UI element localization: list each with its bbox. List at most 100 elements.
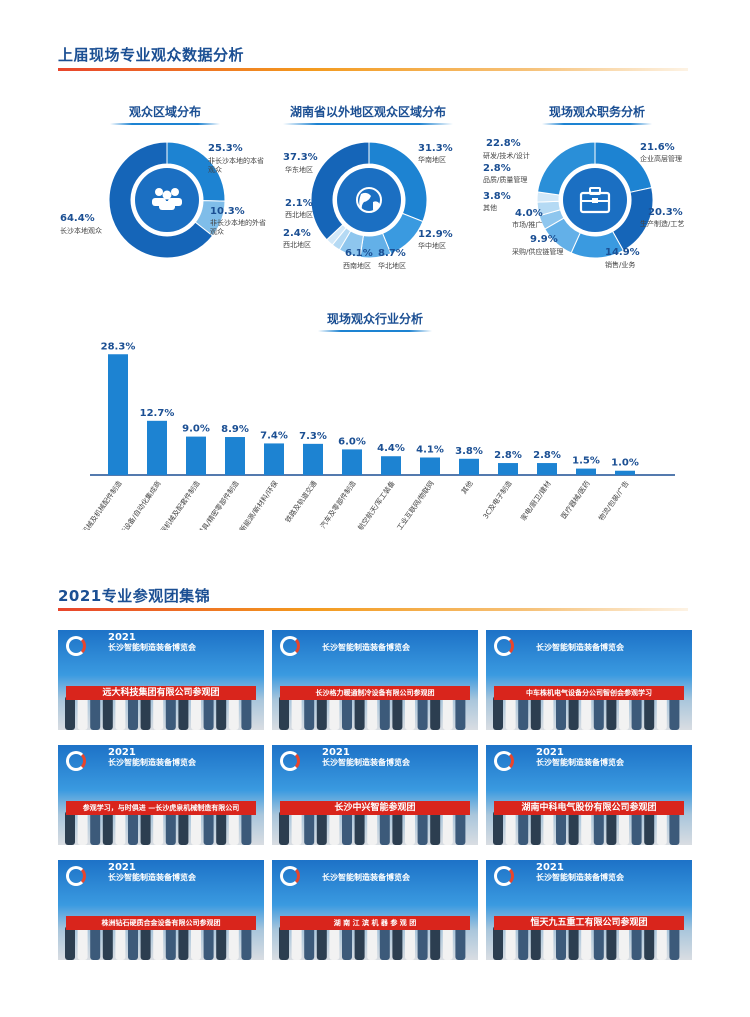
slice-label: 研发/技术/设计 (483, 152, 530, 160)
bar-value-label: 9.0% (182, 424, 210, 435)
bar-category-label: 汽车及零部件制造 (318, 479, 357, 530)
group-banner: 湖 南 江 滨 机 器 参 观 团 (280, 916, 470, 930)
group-photo: 2021 长沙智能制造装备博览会 湖南中科电气股份有限公司参观团 (486, 745, 692, 845)
expo-logo-icon (280, 866, 300, 886)
donut-chart-region (107, 140, 227, 260)
bar-value-label: 6.0% (338, 436, 366, 447)
section-title-groups: 2021专业参观团集锦 (58, 587, 211, 605)
pct-label: 64.4% (60, 213, 95, 224)
slice-label: 非长沙本地的本省观众 (208, 157, 264, 174)
expo-title: 长沙智能制造装备博览会 (108, 758, 196, 767)
bar (147, 420, 167, 475)
group-photo: 长沙智能制造装备博览会湖 南 江 滨 机 器 参 观 团 (272, 860, 478, 960)
bar (342, 449, 362, 475)
bar-value-label: 7.4% (260, 430, 288, 441)
bar-category-label: 铁路及轨道交通 (283, 479, 318, 524)
expo-year: 2021 (108, 747, 136, 758)
slice-label: 西南地区 (343, 262, 371, 270)
expo-title: 长沙智能制造装备博览会 (108, 643, 196, 652)
bar-category-label: 3C及电子制造 (481, 479, 514, 520)
title-divider-groups (58, 608, 688, 611)
pct-label: 20.3% (648, 207, 683, 218)
bar (498, 463, 518, 475)
group-banner: 远大科技集团有限公司参观团 (66, 686, 256, 700)
pct-label: 2.1% (285, 198, 313, 209)
expo-logo-icon (494, 751, 514, 771)
donut-title-region: 观众区域分布 (110, 103, 220, 125)
group-photo: 2021 长沙智能制造装备博览会 株洲钻石硬质合金设备有限公司参观团 (58, 860, 264, 960)
pct-label: 22.8% (486, 138, 521, 149)
pct-label: 4.0% (515, 208, 543, 219)
bar (264, 443, 284, 475)
group-photo: 2021 长沙智能制造装备博览会长沙中兴智能参观团 (272, 745, 478, 845)
donut-title-position: 现场观众职务分析 (542, 103, 652, 125)
slice-label: 采购/供应链管理 (512, 248, 564, 256)
bar (303, 443, 323, 475)
bar-value-label: 12.7% (140, 408, 175, 419)
group-banner: 长沙中兴智能参观团 (280, 801, 470, 815)
bar-value-label: 4.1% (416, 445, 444, 456)
bar-value-label: 8.9% (221, 424, 249, 435)
bar (420, 457, 440, 475)
expo-title: 长沙智能制造装备博览会 (108, 873, 196, 882)
group-banner: 湖南中科电气股份有限公司参观团 (494, 801, 684, 815)
bar-chart-industry: 28.3% 机械及机械配件制造 12.7% 非标设备/自动化集成商 9.0% 工程机械及配… (70, 330, 690, 557)
bar-value-label: 28.3% (101, 341, 136, 352)
bar-category-label: 其他 (459, 479, 474, 496)
bar (615, 470, 635, 475)
group-photo: 长沙智能制造装备博览会 长沙格力暖通制冷设备有限公司参观团 (272, 630, 478, 730)
bar-category-label: 工程机械及配套件制造 (154, 479, 202, 530)
group-banner: 中车株机电气设备分公司智创会参观学习 (494, 686, 684, 700)
pct-label: 25.3% (208, 143, 243, 154)
pct-label: 10.3% (210, 206, 245, 217)
pct-label: 12.9% (418, 229, 453, 240)
slice-label: 销售/业务 (605, 261, 636, 269)
expo-year: 2021 (108, 862, 136, 873)
bar-value-label: 1.0% (611, 458, 639, 469)
slice-label: 西北地区 (285, 211, 313, 219)
bar-chart-title: 现场观众行业分析 (318, 310, 432, 332)
group-photo: 2021 长沙智能制造装备博览会参观学习，与时俱进 —长沙虎泉机械制造有限公司 (58, 745, 264, 845)
title-divider-analysis (58, 68, 688, 71)
donut-title-outside: 湖南省以外地区观众区域分布 (283, 103, 453, 125)
expo-title: 长沙智能制造装备博览会 (536, 758, 624, 767)
pct-label: 14.9% (605, 247, 640, 258)
slice-label: 企业高层管理 (640, 155, 682, 163)
expo-title: 长沙智能制造装备博览会 (322, 643, 410, 652)
globe-icon (356, 187, 382, 213)
bar (537, 463, 557, 475)
slice-label: 生产制造/工艺 (640, 220, 685, 228)
pct-label: 2.8% (483, 163, 511, 174)
slice-label: 华中地区 (418, 242, 446, 250)
bar (576, 468, 596, 475)
people-icon (152, 188, 182, 210)
expo-year: 2021 (108, 632, 136, 643)
expo-logo-icon (66, 636, 86, 656)
pct-label: 9.9% (530, 234, 558, 245)
bar-category-label: 新能源/新材料/环保 (237, 479, 279, 530)
expo-year: 2021 (322, 747, 350, 758)
slice-label: 华北地区 (378, 262, 406, 270)
pct-label: 6.1% (345, 248, 373, 259)
donut-slice (536, 141, 596, 196)
group-banner: 参观学习，与时俱进 —长沙虎泉机械制造有限公司 (66, 801, 256, 815)
photo-grid: 2021 长沙智能制造装备博览会 远大科技集团有限公司参观团 长沙智能制造装备博览会长… (58, 630, 693, 970)
pct-label: 21.6% (640, 142, 675, 153)
bar-value-label: 7.3% (299, 431, 327, 442)
expo-title: 长沙智能制造装备博览会 (322, 758, 410, 767)
group-photo: 2021 长沙智能制造装备博览会远大科技集团有限公司参观团 (58, 630, 264, 730)
pct-label: 31.3% (418, 143, 453, 154)
pct-label: 8.7% (378, 248, 406, 259)
bar-category-label: 工业互联网/物联网 (395, 479, 436, 530)
donut-center (337, 168, 401, 232)
briefcase-icon (579, 187, 611, 214)
crowd-silhouette (279, 803, 466, 845)
expo-title: 长沙智能制造装备博览会 (536, 873, 624, 882)
bar (225, 437, 245, 475)
slice-label: 其他 (483, 204, 497, 212)
donut-chart-outside (309, 140, 429, 260)
pct-label: 37.3% (283, 152, 318, 163)
slice-label: 华南地区 (418, 156, 446, 164)
expo-logo-icon (494, 636, 514, 656)
expo-logo-icon (280, 636, 300, 656)
